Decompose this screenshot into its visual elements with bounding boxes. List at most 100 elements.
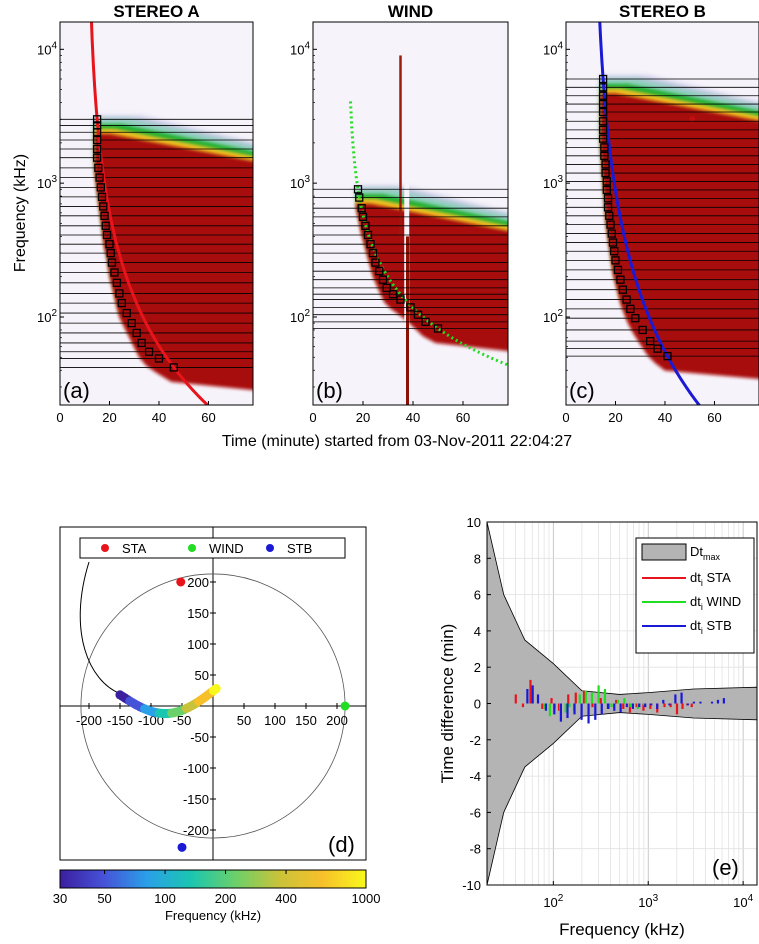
- onset-marker: [95, 173, 104, 182]
- source-point: [211, 684, 221, 694]
- x-tick-label: 103: [638, 893, 658, 910]
- panel-label: (a): [63, 378, 90, 403]
- legend-marker: [101, 544, 109, 552]
- y-tick-label: 103: [290, 174, 310, 191]
- onset-marker: [115, 289, 124, 298]
- onset-marker: [117, 298, 127, 308]
- onset-marker: [600, 151, 609, 160]
- onset-marker: [598, 134, 608, 143]
- y-tick-label: -150: [183, 792, 209, 807]
- colorbar-bar: [59, 869, 367, 889]
- y-tick-label: 0: [474, 697, 481, 712]
- y-tick-label: 8: [474, 551, 481, 566]
- onset-marker: [631, 314, 640, 323]
- panel-title: STEREO B: [619, 2, 706, 21]
- onset-marker: [413, 310, 423, 319]
- onset-marker: [100, 211, 109, 220]
- data-gap: [404, 22, 410, 405]
- x-tick-label: 40: [406, 410, 420, 425]
- onset-marker: [607, 229, 616, 238]
- legend-marker: [266, 544, 274, 552]
- plot-frame: [59, 21, 254, 406]
- onset-marker: [396, 295, 405, 304]
- onset-marker: [645, 336, 655, 346]
- y-tick-label: -8: [469, 842, 481, 857]
- onset-marker: [154, 354, 164, 363]
- y-tick-label: 103: [543, 174, 563, 191]
- onset-marker: [371, 258, 380, 267]
- y-tick-label: 6: [474, 588, 481, 603]
- onset-marker: [112, 278, 122, 287]
- legend-label: dti STA: [690, 570, 731, 588]
- y-tick-label: 102: [543, 308, 563, 325]
- spectrogram: [566, 22, 759, 405]
- y-tick-label: 102: [290, 308, 310, 325]
- colorbar-label: Frequency (kHz): [165, 908, 261, 923]
- x-tick-label: 0: [56, 410, 63, 425]
- x-tick-label: 102: [543, 893, 563, 910]
- emission-core: [355, 203, 508, 352]
- spacecraft-sta: [176, 577, 186, 587]
- x-tick-label: 20: [356, 410, 370, 425]
- panel-title: WIND: [388, 2, 433, 21]
- onset-marker: [355, 193, 364, 202]
- spectrogram: [60, 22, 253, 405]
- y-axis-label: Time difference (min): [438, 624, 457, 784]
- plot-frame: [312, 21, 509, 406]
- y-tick-label: -4: [469, 769, 481, 784]
- onset-marker: [601, 168, 610, 178]
- interference-stripe: [406, 236, 409, 405]
- legend-label: dti WIND: [690, 594, 741, 612]
- x-tick-label: 0: [562, 410, 569, 425]
- legend-label: STB: [287, 541, 312, 556]
- x-tick-label: -50: [173, 713, 192, 728]
- x-tick-label: 150: [295, 713, 317, 728]
- onset-marker: [105, 240, 114, 249]
- panel-wind: 0 20 40 60 102 103 104 WIND (b): [290, 2, 509, 425]
- onset-marker: [122, 308, 131, 318]
- y-tick-label: 102: [37, 308, 57, 325]
- onset-marker: [598, 117, 608, 126]
- onset-marker: [144, 347, 154, 356]
- onset-marker: [92, 153, 102, 162]
- onset-marker: [598, 107, 608, 117]
- onset-marker: [603, 203, 613, 212]
- panel-label: (b): [316, 378, 343, 403]
- onset-marker: [169, 363, 178, 372]
- onset-marker: [421, 317, 430, 326]
- onset-marker: [608, 238, 618, 247]
- fit-curve: [349, 101, 508, 367]
- onset-marker: [132, 328, 141, 338]
- x-tick-label: 20: [102, 410, 116, 425]
- onset-marker: [102, 230, 112, 240]
- onset-marker: [598, 74, 608, 84]
- y-tick-label: -200: [183, 823, 209, 838]
- y-tick-label: 104: [290, 40, 310, 57]
- y-tick-label: -10: [462, 878, 481, 893]
- onset-marker: [616, 275, 625, 284]
- y-tick-label: -50: [190, 730, 209, 745]
- frequency-colorbar: 30 50 100 200 400 1000 Frequency (kHz): [53, 869, 381, 923]
- onset-marker: [600, 143, 609, 152]
- onset-marker: [653, 344, 662, 353]
- y-tick-label: 4: [474, 624, 481, 639]
- colorbar-tick-label: 1000: [352, 891, 381, 906]
- y-tick-label: -100: [183, 761, 209, 776]
- panel-label: (d): [328, 832, 355, 857]
- panel-label: (e): [712, 855, 739, 880]
- onset-marker: [358, 212, 368, 222]
- colorbar-tick-label: 30: [53, 891, 67, 906]
- x-axis-label: Frequency (kHz): [559, 920, 685, 939]
- legend-label: Dtmax: [690, 544, 721, 562]
- onset-marker: [388, 290, 398, 299]
- onset-marker: [603, 194, 613, 203]
- spectrogram: [313, 22, 508, 405]
- panel-d-geometry: -200 -150 -100 -50 50 100 150 200 200 150 100 50 -50…: [59, 526, 367, 861]
- panel-stereo-b: 0 20 40 60 102 103 104 STEREO B (c): [543, 2, 759, 425]
- onset-marker: [366, 240, 375, 249]
- legend-box: [79, 537, 346, 559]
- y-tick-label: 104: [543, 40, 563, 57]
- onset-marker: [598, 125, 608, 135]
- onset-marker: [107, 258, 117, 267]
